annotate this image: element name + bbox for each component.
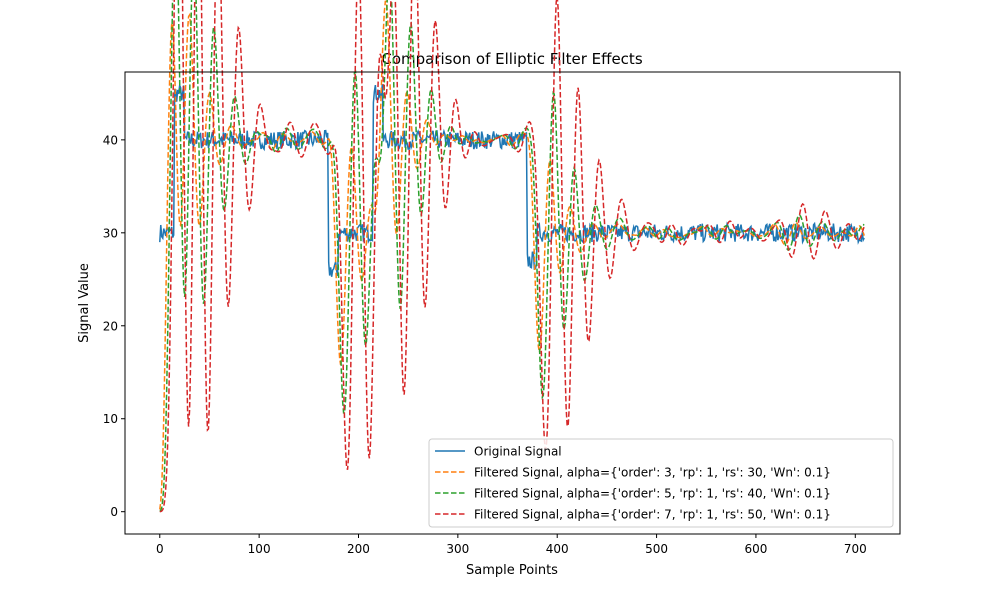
x-tick-label: 700	[844, 542, 867, 556]
y-tick-label: 30	[103, 226, 118, 240]
x-axis-label: Sample Points	[466, 563, 558, 578]
y-axis: 0 10 20 30 40	[103, 133, 125, 519]
legend-entry: Original Signal	[474, 445, 562, 459]
x-axis: 0 100 200 300 400 500 600 700	[156, 534, 867, 556]
series-line-3	[159, 0, 865, 513]
legend: Original Signal Filtered Signal, alpha={'…	[428, 438, 894, 528]
x-tick-label: 0	[156, 542, 164, 556]
legend-entry: Filtered Signal, alpha={'order': 7, 'rp'…	[474, 508, 831, 522]
series-line-0	[159, 82, 865, 277]
x-tick-label: 400	[546, 542, 569, 556]
x-tick-label: 500	[645, 542, 668, 556]
y-tick-label: 10	[103, 412, 118, 426]
legend-entry: Filtered Signal, alpha={'order': 5, 'rp'…	[474, 487, 831, 501]
y-tick-label: 0	[110, 505, 118, 519]
series-layer	[159, 0, 865, 513]
y-tick-label: 40	[103, 133, 118, 147]
plot-frame	[124, 71, 901, 535]
x-tick-label: 200	[347, 542, 370, 556]
legend-entry: Filtered Signal, alpha={'order': 3, 'rp'…	[474, 466, 831, 480]
x-tick-label: 100	[248, 542, 271, 556]
chart-title: Comparison of Elliptic Filter Effects	[381, 50, 642, 68]
legend-box	[428, 438, 894, 528]
series-line-2	[159, 0, 865, 513]
x-tick-label: 600	[744, 542, 767, 556]
y-tick-label: 20	[103, 319, 118, 333]
series-line-1	[159, 0, 865, 510]
x-tick-label: 300	[446, 542, 469, 556]
y-axis-label: Signal Value	[77, 263, 92, 343]
